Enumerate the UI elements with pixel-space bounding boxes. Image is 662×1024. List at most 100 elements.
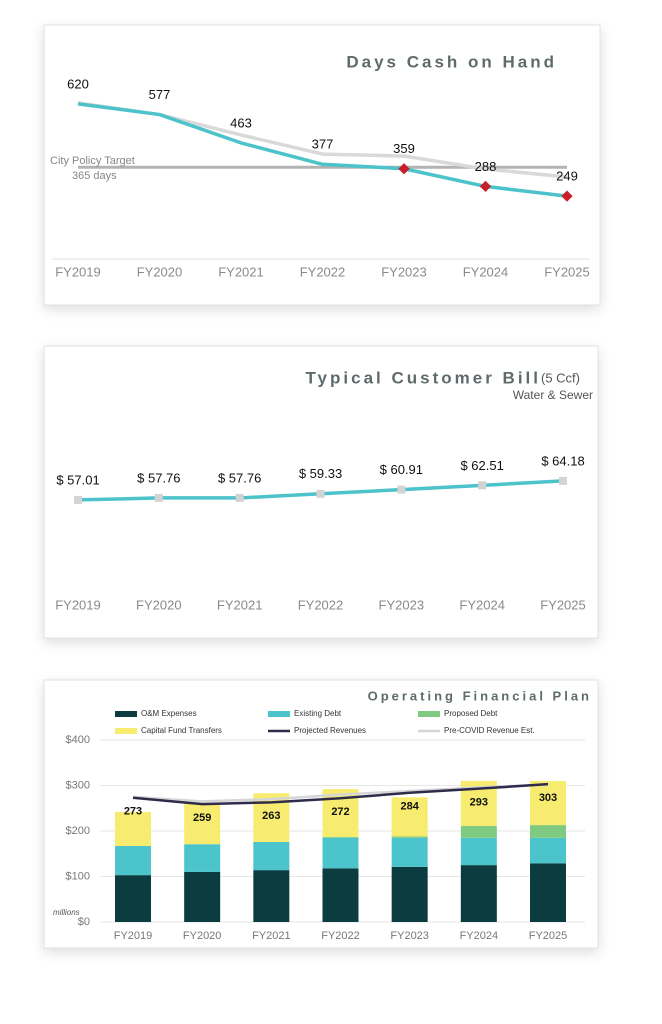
data-label: 259	[193, 812, 211, 824]
line	[132, 783, 549, 803]
chart-title: Days Cash on Hand	[346, 52, 557, 71]
bar-segment	[530, 780, 566, 826]
y-unit-label: millions	[53, 908, 80, 917]
x-tick-label: FY2021	[218, 264, 264, 279]
x-tick-label: FY2022	[321, 930, 360, 942]
x-tick-label: FY2025	[544, 264, 590, 279]
y-tick-label: $0	[78, 916, 90, 928]
x-tick-label: FY2024	[460, 930, 499, 942]
x-tick-label: FY2020	[136, 597, 182, 612]
bar-segment	[530, 837, 566, 864]
data-label: 293	[470, 797, 488, 809]
legend-swatch	[115, 728, 137, 734]
x-tick-label: FY2023	[390, 930, 429, 942]
x-tick-label: FY2021	[252, 930, 291, 942]
marker	[74, 495, 82, 504]
bar-segment	[391, 837, 428, 867]
x-tick-label: FY2020	[137, 264, 183, 279]
bar-segment	[391, 797, 428, 837]
legend-label: Projected Revenues	[294, 726, 366, 735]
legend-label: Pre-COVID Revenue Est.	[444, 726, 535, 735]
bar-segment	[184, 803, 221, 845]
y-tick-label: $300	[66, 779, 90, 791]
legend-label: Existing Debt	[294, 709, 342, 718]
data-label: 463	[230, 115, 252, 130]
data-label: 249	[556, 169, 578, 184]
marker	[316, 489, 325, 498]
bar-segment	[530, 825, 566, 838]
marker	[397, 485, 406, 494]
legend-label: O&M Expenses	[141, 709, 197, 718]
marker	[154, 493, 163, 502]
marker	[478, 481, 487, 490]
data-label: 620	[67, 76, 89, 91]
bar-segment	[460, 825, 497, 838]
data-label: 288	[475, 159, 497, 174]
y-tick-label: $100	[66, 870, 90, 882]
x-tick-label: FY2023	[381, 264, 427, 279]
data-label: 359	[393, 141, 415, 156]
data-label: $ 60.91	[380, 462, 423, 477]
data-label: $ 59.33	[299, 466, 342, 481]
bar-segment	[253, 870, 290, 922]
data-label: $ 64.18	[541, 453, 584, 468]
legend-label: Capital Fund Transfers	[141, 726, 222, 735]
x-tick-label: FY2019	[55, 597, 101, 612]
marker	[479, 180, 492, 193]
x-tick-label: FY2023	[379, 597, 425, 612]
y-tick-label: $400	[66, 734, 90, 746]
marker	[559, 476, 567, 485]
chart-title: Typical Customer Bill	[305, 368, 541, 387]
legend-label: Proposed Debt	[444, 709, 498, 718]
bar-segment	[391, 866, 428, 922]
x-tick-label: FY2019	[55, 264, 101, 279]
marker	[235, 493, 244, 502]
bar-segment	[184, 871, 221, 922]
x-tick-label: FY2025	[540, 597, 586, 612]
line	[132, 782, 549, 806]
data-label: 263	[262, 810, 280, 822]
bar-segment	[322, 836, 359, 838]
chart-subtitle: (5 Ccf)	[541, 370, 580, 385]
x-tick-label: FY2022	[298, 597, 344, 612]
legend-swatch	[418, 711, 440, 717]
data-label: 284	[400, 801, 419, 813]
data-label: 377	[312, 137, 334, 152]
x-tick-label: FY2024	[463, 264, 509, 279]
bar-segment	[184, 844, 221, 872]
data-label: 303	[539, 792, 557, 804]
bar-segment	[460, 837, 497, 866]
data-label: 272	[331, 806, 349, 818]
reference-label: City Policy Target	[50, 155, 135, 167]
y-tick-label: $200	[66, 825, 90, 837]
bar-segment	[322, 837, 359, 869]
reference-label: 365 days	[72, 170, 117, 182]
legend-swatch	[268, 711, 290, 717]
legend-swatch	[115, 711, 137, 717]
chart-subtitle: Water & Sewer	[513, 388, 593, 402]
bar-segment	[115, 875, 151, 922]
marker	[561, 190, 573, 202]
x-tick-label: FY2019	[114, 930, 153, 942]
bar-segment	[322, 868, 359, 922]
data-label: $ 57.76	[218, 470, 261, 485]
marker	[398, 163, 410, 175]
bar-segment	[115, 811, 151, 847]
data-label: 577	[149, 87, 171, 102]
bar-segment	[253, 841, 290, 871]
x-tick-label: FY2022	[300, 264, 346, 279]
data-label: 273	[124, 806, 142, 818]
bar-segment	[460, 865, 497, 922]
data-label: $ 57.76	[137, 470, 180, 485]
x-tick-label: FY2021	[217, 597, 263, 612]
x-tick-label: FY2024	[459, 597, 505, 612]
x-tick-label: FY2020	[183, 930, 222, 942]
bar-segment	[115, 846, 151, 876]
bar-segment	[530, 863, 566, 922]
bar-segment	[391, 836, 428, 838]
data-label: $ 57.01	[56, 472, 99, 487]
x-tick-label: FY2025	[529, 930, 568, 942]
chart-title: Operating Financial Plan	[368, 688, 592, 703]
